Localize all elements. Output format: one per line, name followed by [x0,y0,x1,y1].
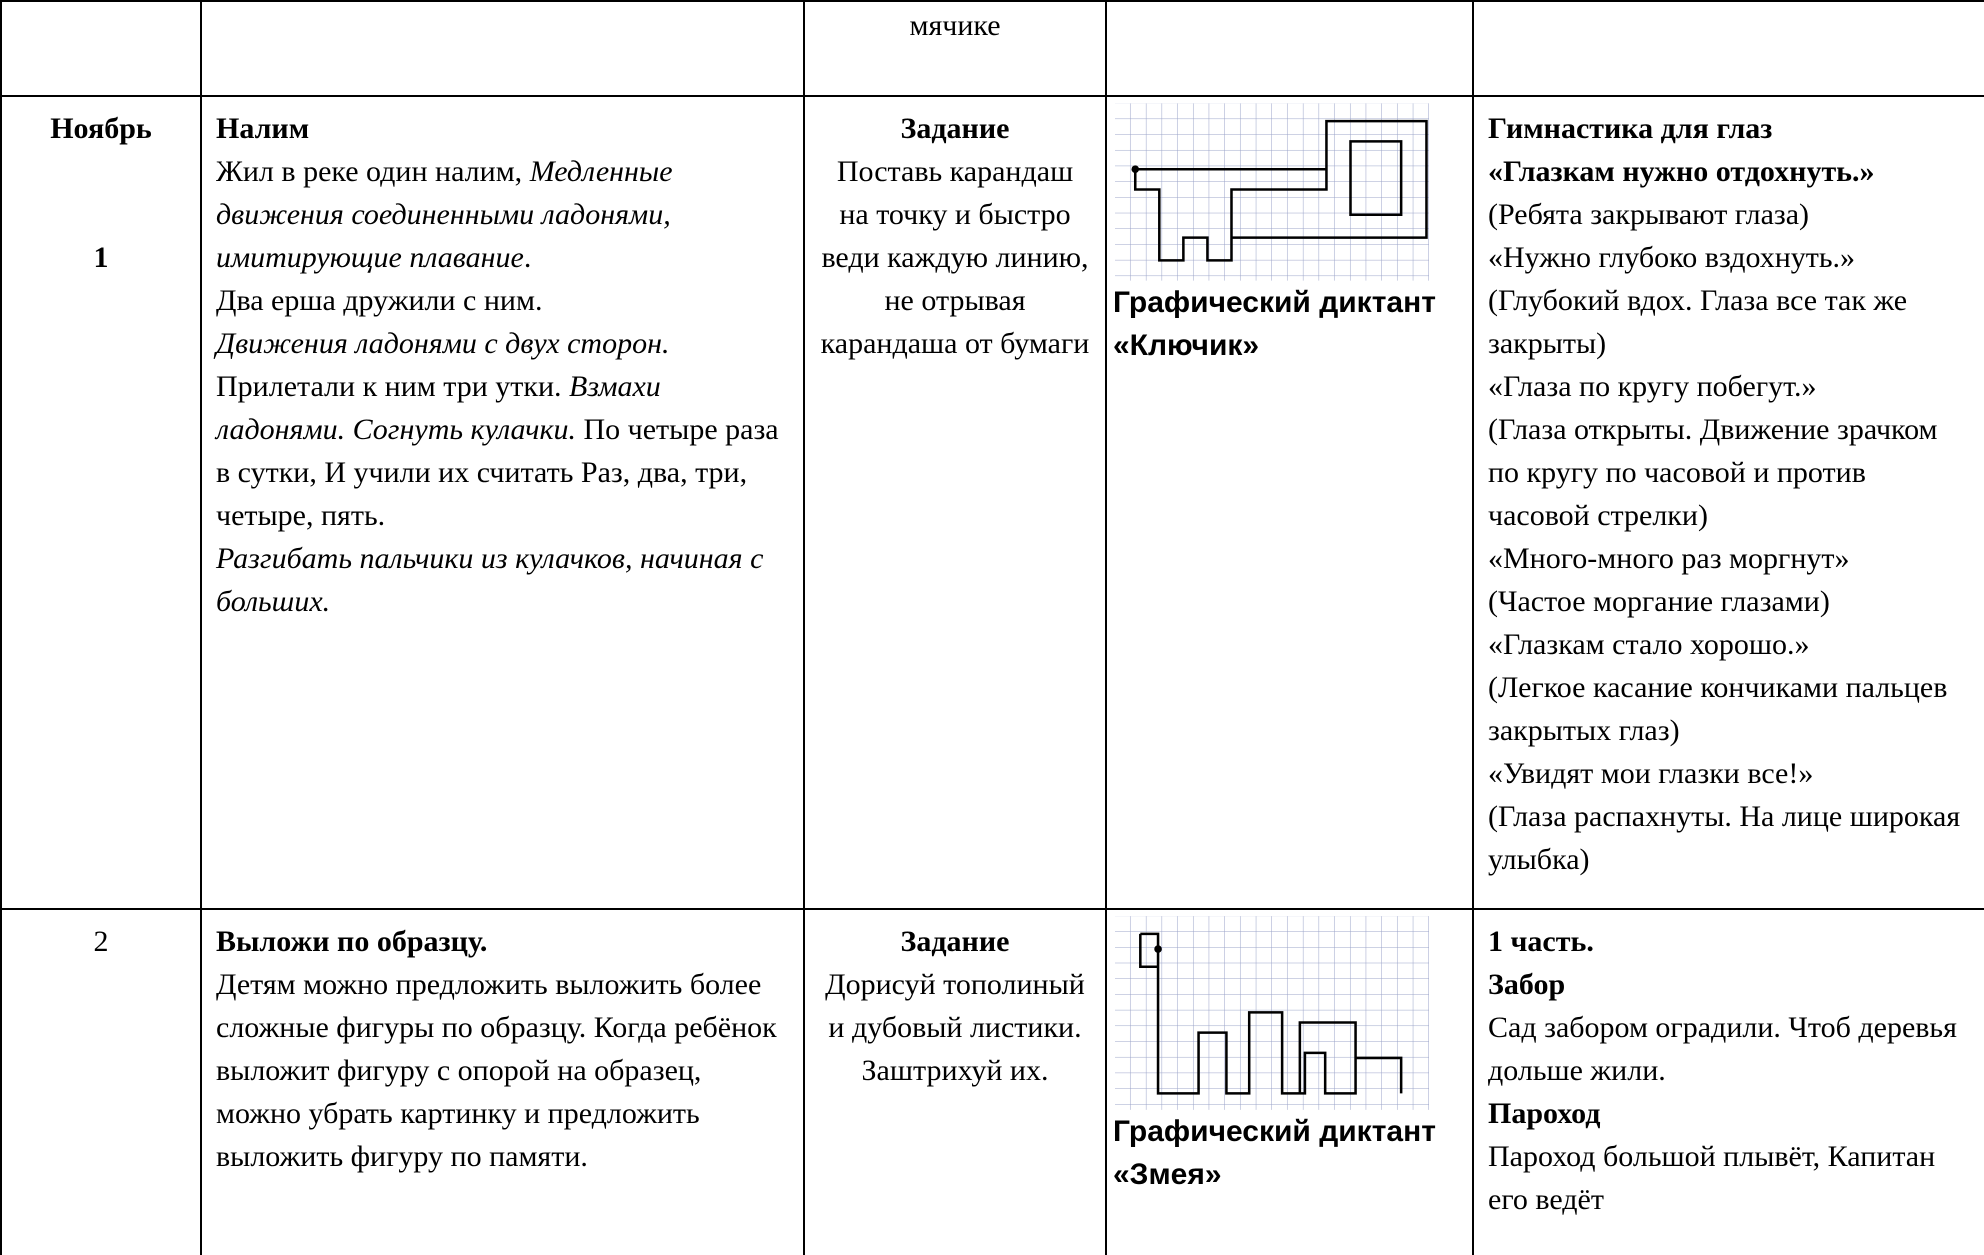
item-title: Забор [1488,968,1566,1001]
text-run: Медленные движения соединенными ладонями… [216,155,673,274]
dictation: Графический диктант «Ключик» [1113,286,1436,362]
exercise-text: (Ребята закрывают глаза) «Нужно глубоко в… [1488,193,1970,881]
game-text: Жил в реке один налим, Медленные движени… [216,150,789,623]
text-run: По четыре раза в сутки, И учили их счита… [216,413,779,532]
exercise-subtitle: «Глазкам нужно отдохнуть.» [1488,155,1875,188]
text-run: Разгибать пальчики из кулачков, начиная … [216,542,764,618]
key-picture [1115,103,1429,281]
game-title: Налим [216,112,310,145]
task-text: Поставь карандаш на точку и быстро веди … [820,155,1090,360]
cell [0,0,202,97]
text: мячике [909,9,1001,42]
text-run: Взмахи ладонями. Согнуть кулачки. [216,370,661,446]
snake-picture [1115,916,1429,1110]
cell: мячике [803,0,1107,97]
game-title: Выложи по образцу. [216,925,488,958]
part-title: 1 часть. [1488,925,1594,958]
game-text: Детям можно предложить выложить более сл… [216,968,777,1173]
item-title: Пароход [1488,1097,1601,1130]
exercise-line: (Легкое касание кончиками пальцев закрыт… [1488,671,1948,747]
paragraph: Жил в реке один налим, Медленные движени… [216,150,789,279]
exercise-title: Гимнастика для глаз [1488,112,1773,145]
paragraph: Прилетали к ним три утки. Взмахи ладоням… [216,365,789,537]
text-run: Два ерша дружили с ним. [216,284,543,317]
exercise-line: (Глаза распахнуты. На лице широкая улыбк… [1488,800,1961,876]
cell: Графический диктант «Ключик» [1105,95,1474,910]
cell: Задание Поставь карандаш на точку и быст… [803,95,1107,910]
cell: Графический диктант «Змея» [1105,908,1474,1255]
month: Ноябрь [50,112,152,145]
paragraph: Два ерша дружили с ним. [216,279,789,322]
week: 1 [93,241,109,274]
exercise-line: (Глубокий вдох. Глаза все так же закрыты… [1488,284,1908,360]
exercise-line: «Глаза по кругу побегут.» [1488,370,1817,403]
paragraph: Движения ладонями с двух сторон. [216,322,789,365]
item-text: Сад забором оградили. Чтоб деревья дольш… [1488,1011,1957,1087]
exercise-line: «Глазкам стало хорошо.» [1488,628,1810,661]
cell: Выложи по образцу. Детям можно предложит… [200,908,805,1255]
exercise-line: «Увидят мои глазки все!» [1488,757,1814,790]
cell: Задание Дорисуй тополиный и дубовый лист… [803,908,1107,1255]
text-run: Прилетали к ним три утки. [216,370,570,403]
exercise-line: (Ребята закрывают глаза) [1488,198,1810,231]
task-title: Задание [900,925,1010,958]
task-text: Дорисуй тополиный и дубовый листики. Заш… [825,968,1085,1087]
cell: 1 часть. Забор Сад забором оградили. Чтоб… [1472,908,1984,1255]
exercise-line: «Нужно глубоко вздохнуть.» [1488,241,1856,274]
cell: Ноябрь 1 [0,95,202,910]
week: 2 [93,925,109,958]
text-run: Движения ладонями с двух сторон. [216,327,670,360]
cell [200,0,805,97]
dictation: Графический диктант «Змея» [1113,1115,1436,1191]
cell: Налим Жил в реке один налим, Медленные д… [200,95,805,910]
top-row: мячике [0,0,1984,97]
text-run: . [523,241,532,274]
exercise-text: Забор Сад забором оградили. Чтоб деревья … [1488,963,1970,1221]
task-title: Задание [900,112,1010,145]
cell: Гимнастика для глаз «Глазкам нужно отдох… [1472,95,1984,910]
exercise-line: (Частое моргание глазами) [1488,585,1830,618]
exercise-line: «Много-много раз моргнут» [1488,542,1850,575]
text-run: Жил в реке один налим, [216,155,530,188]
cell [1472,0,1984,97]
paragraph: Разгибать пальчики из кулачков, начиная … [216,537,789,623]
exercise-line: (Глаза открыты. Движение зрачком по круг… [1488,413,1938,532]
row: Ноябрь 1 Налим Жил в реке один налим, Ме… [0,95,1984,910]
item-text: Пароход большой плывёт, Капитан его ведё… [1488,1140,1936,1216]
cell [1105,0,1474,97]
cell: 2 [0,908,202,1255]
row: 2 Выложи по образцу. Детям можно предлож… [0,908,1984,1255]
